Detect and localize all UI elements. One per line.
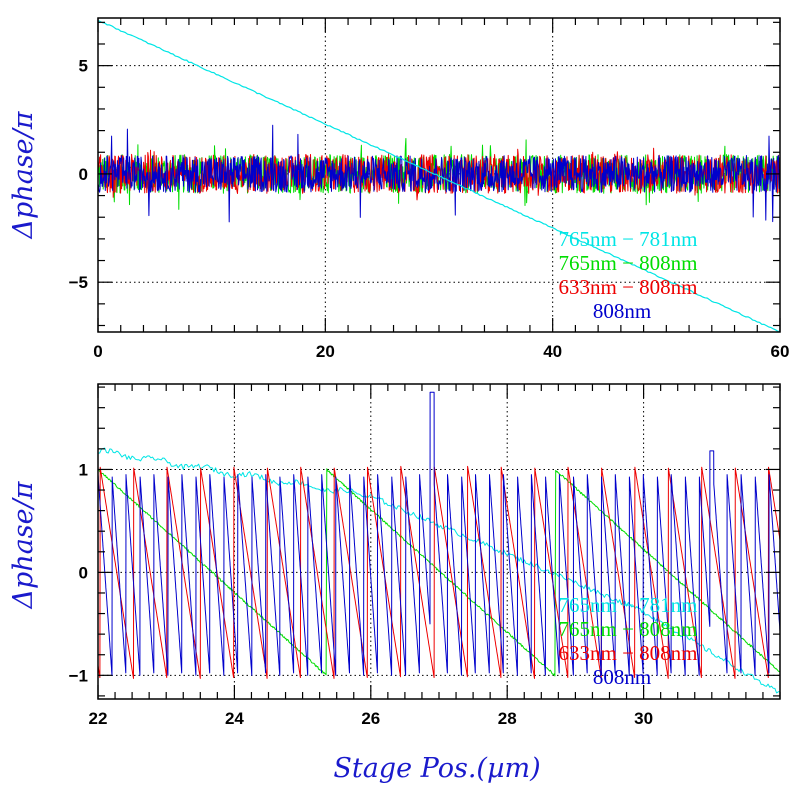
- y-tick-label: −5: [69, 273, 88, 292]
- top-panel: 0 20 40 60 −5 0 5 Δphase/π 765nm − 781nm765nm …: [8, 17, 790, 361]
- x-tick-label: 24: [225, 709, 244, 728]
- x-tick-label: 40: [543, 342, 562, 361]
- x-tick-label: 20: [316, 342, 335, 361]
- series-765-781-line: [98, 447, 780, 694]
- y-tick-label: 1: [79, 460, 88, 479]
- series-633-808-line: [98, 465, 780, 679]
- y-tick-label: 0: [79, 165, 88, 184]
- legend-entry: 765nm − 781nm: [558, 593, 697, 617]
- x-tick-label: 30: [634, 709, 653, 728]
- series-633nm-808nm: [98, 147, 780, 201]
- x-tick-label: 0: [93, 342, 102, 361]
- top-ticks: [97, 18, 781, 332]
- legend-entry: 765nm − 808nm: [558, 617, 697, 641]
- legend-entry: 808nm: [593, 299, 651, 323]
- y-tick-label: 5: [79, 57, 88, 76]
- y-tick-label: 0: [79, 563, 88, 582]
- legend-entry: 765nm − 808nm: [558, 251, 697, 275]
- top-series: [98, 20, 780, 332]
- legend-entry: 765nm − 781nm: [558, 227, 697, 251]
- legend-entry: 633nm − 808nm: [558, 641, 697, 665]
- series-808-line: [98, 391, 780, 676]
- y-tick-label: −1: [69, 666, 88, 685]
- top-plot-frame: [97, 17, 781, 333]
- x-tick-label: 22: [89, 709, 108, 728]
- top-tick-labels: 0 20 40 60 −5 0 5: [69, 57, 790, 361]
- x-tick-label: 28: [498, 709, 517, 728]
- legend-entry: 633nm − 808nm: [558, 275, 697, 299]
- bottom-series: [98, 391, 780, 694]
- top-y-axis-label: Δphase/π: [8, 110, 39, 239]
- x-axis-label: Stage Pos.(µm): [333, 753, 540, 784]
- series-765-781-line: [98, 20, 780, 332]
- x-tick-label: 26: [361, 709, 380, 728]
- bottom-panel: 22 24 26 28 30 −1 0 1 Δphase/π Stage Pos.(µm) 7…: [8, 383, 781, 784]
- bottom-plot-frame: [97, 383, 781, 700]
- bottom-y-axis-label: Δphase/π: [8, 480, 39, 609]
- x-tick-label: 60: [771, 342, 790, 361]
- series-765-808-line: [98, 468, 780, 677]
- series-808nm: [98, 124, 780, 223]
- legend-entry: 808nm: [593, 665, 651, 689]
- bottom-tick-labels: 22 24 26 28 30 −1 0 1: [69, 460, 653, 728]
